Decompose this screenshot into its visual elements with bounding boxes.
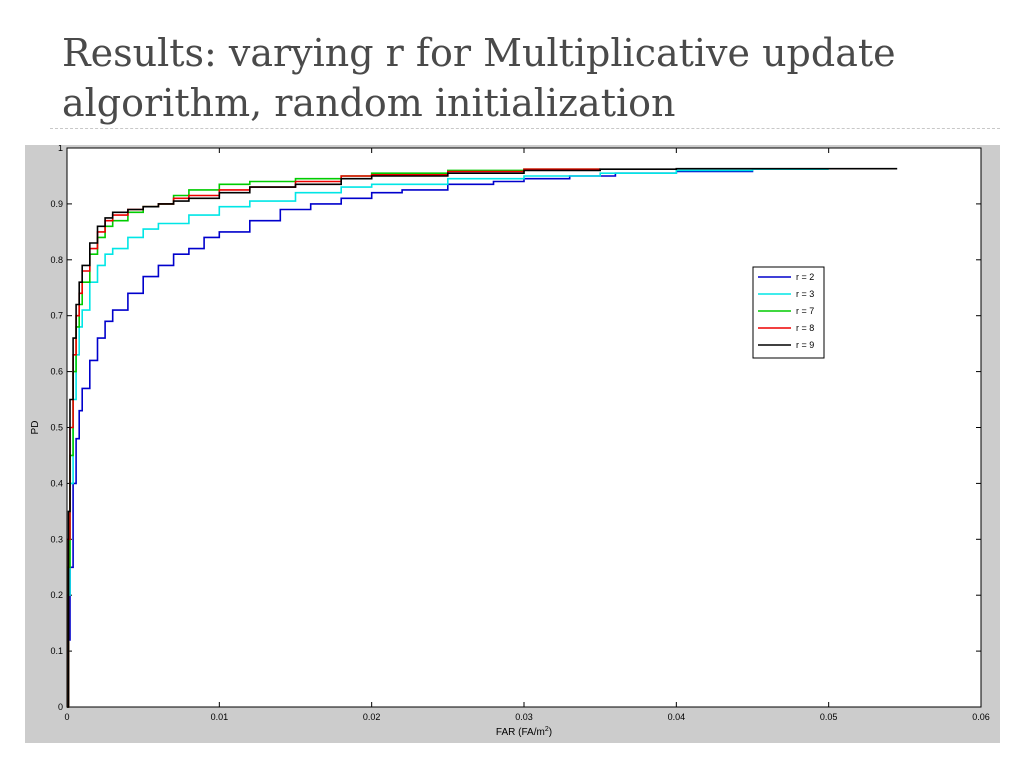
figure-frame: 0 0.01 0.02 0.03 0.04 0.05 0.06 0 0.1 0.2 0.3 0.4 0.…: [25, 145, 1000, 743]
legend-label: r = 8: [796, 323, 814, 333]
legend-label: r = 3: [796, 289, 814, 299]
x-tick-label: 0.04: [668, 712, 686, 722]
axis-ticks: 0 0.01 0.02 0.03 0.04 0.05 0.06 0 0.1 0.2 0.3 0.4 0.…: [50, 145, 989, 722]
legend-label: r = 9: [796, 340, 814, 350]
y-tick-label: 0.2: [50, 590, 63, 600]
y-tick-label: 0.9: [50, 199, 63, 209]
roc-chart: 0 0.01 0.02 0.03 0.04 0.05 0.06 0 0.1 0.2 0.3 0.4 0.…: [30, 145, 990, 738]
x-tick-label: 0: [64, 712, 69, 722]
y-axis-label: PD: [30, 421, 41, 435]
title-divider: [50, 128, 1000, 129]
y-tick-label: 0.5: [50, 423, 63, 433]
y-tick-label: 0.3: [50, 534, 63, 544]
x-axis-label-superscript: 2: [545, 726, 549, 733]
series-line-1: [67, 170, 754, 708]
y-tick-label: 0.8: [50, 255, 63, 265]
legend-label: r = 2: [796, 272, 814, 282]
y-tick-label: 1: [58, 145, 63, 153]
y-tick-label: 0.6: [50, 367, 63, 377]
y-tick-label: 0: [58, 702, 63, 712]
legend: r = 2 r = 3 r = 7 r = 8 r = 9: [752, 266, 825, 359]
series-line-5: [67, 167, 898, 708]
x-tick-label: 0.05: [820, 712, 838, 722]
x-axis-label: FAR (FA/m2): [496, 726, 552, 738]
plot-area: [66, 147, 982, 708]
x-tick-label: 0.02: [363, 712, 381, 722]
page-title: Results: varying r for Multiplicative up…: [62, 28, 1002, 128]
x-axis-label-suffix: ): [549, 727, 552, 738]
series-lines: [67, 167, 898, 708]
y-tick-label: 0.7: [50, 311, 63, 321]
x-tick-label: 0.06: [972, 712, 990, 722]
x-tick-label: 0.01: [211, 712, 229, 722]
legend-label: r = 7: [796, 306, 814, 316]
y-tick-label: 0.1: [50, 646, 63, 656]
title-line-1: Results: varying r for Multiplicative up…: [62, 31, 896, 75]
legend-box: [752, 266, 825, 359]
y-tick-label: 0.4: [50, 478, 63, 488]
title-line-2: algorithm, random initialization: [62, 81, 676, 125]
x-tick-label: 0.03: [515, 712, 533, 722]
